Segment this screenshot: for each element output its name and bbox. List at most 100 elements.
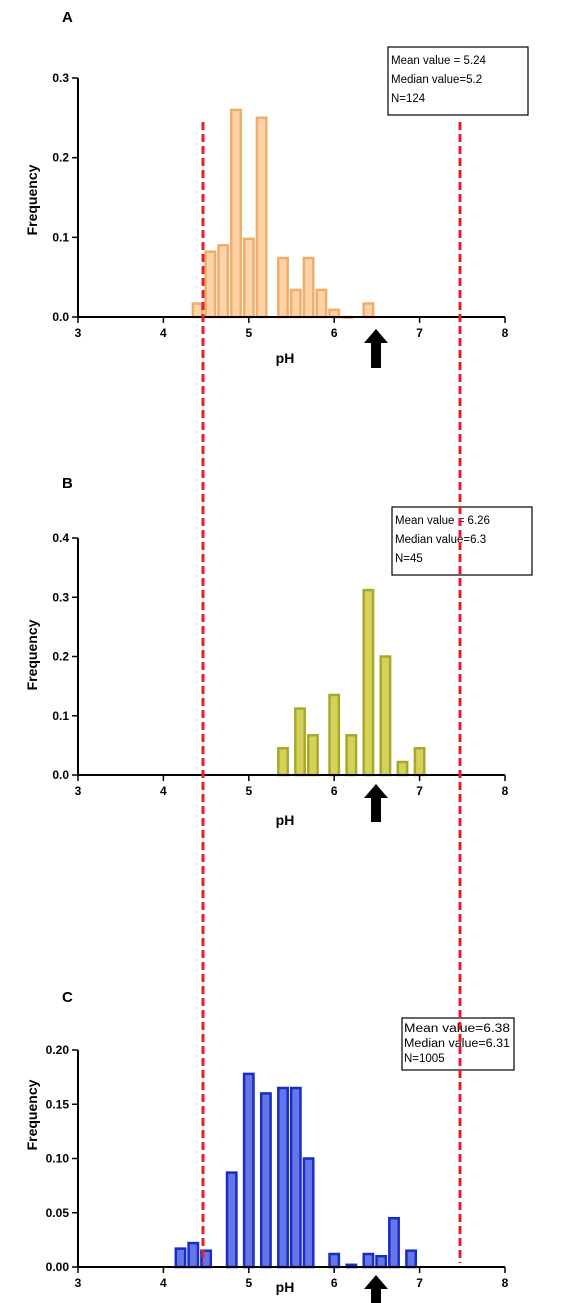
x-tick-label-a-2: 5 <box>245 326 252 340</box>
x-axis-title-a: pH <box>276 350 295 366</box>
y-tick-label-b-2: 0.2 <box>52 650 69 664</box>
y-tick-label-b-3: 0.3 <box>52 590 69 604</box>
stats-box-b: Mean value = 6.26 Median value=6.3 N=45 <box>391 506 533 576</box>
bar-b-8 <box>413 747 426 777</box>
bar-b-6 <box>379 655 392 777</box>
bar-c-12 <box>375 1254 388 1269</box>
bar-c-13 <box>388 1216 400 1269</box>
x-tick-label-c-0: 3 <box>75 1276 82 1290</box>
y-tick-label-b-0: 0.0 <box>52 768 69 782</box>
bar-c-11 <box>362 1252 375 1269</box>
x-ticks-a: 3 4 5 6 7 8 <box>75 317 509 340</box>
stat-median-c: Median value=6.31 <box>404 1038 510 1050</box>
y-ticks-b: 0.0 0.1 0.2 0.3 0.4 <box>52 531 78 782</box>
x-axis-title-b: pH <box>276 812 295 828</box>
x-tick-label-c-4: 7 <box>416 1276 423 1290</box>
bar-c-7 <box>289 1086 302 1269</box>
bar-a-5 <box>255 116 268 319</box>
y-tick-label-a-2: 0.2 <box>52 151 69 165</box>
stat-mean-b: Mean value = 6.26 <box>395 515 490 527</box>
panel-letter-a: A <box>62 9 73 26</box>
bar-b-2 <box>306 734 319 777</box>
x-tick-label-b-2: 5 <box>245 784 252 798</box>
bar-c-1 <box>187 1241 200 1269</box>
bar-c-5 <box>259 1092 272 1269</box>
y-axis-title-c: Frequency <box>24 1079 40 1150</box>
stat-n-b: N=45 <box>395 553 423 565</box>
y-tick-label-a-1: 0.1 <box>52 230 69 244</box>
stat-n-a: N=124 <box>391 93 426 105</box>
bar-a-7 <box>289 288 302 319</box>
stats-box-a: Mean value = 5.24 Median value=5.2 N=124 <box>387 46 529 116</box>
panel-letter-c: C <box>62 989 73 1006</box>
bar-a-12 <box>362 302 375 319</box>
x-tick-label-c-2: 5 <box>245 1276 252 1290</box>
bar-c-3 <box>225 1171 238 1269</box>
bar-b-5 <box>362 588 375 777</box>
stat-mean-c: Mean value=6.38 <box>404 1023 510 1035</box>
bar-c-9 <box>328 1252 341 1269</box>
panel-a: A Frequency pH 3 4 5 6 7 8 0.0 0.1 0.2 0.3 Mean … <box>24 9 529 368</box>
x-tick-label-a-4: 7 <box>416 326 423 340</box>
y-tick-label-a-0: 0.0 <box>52 310 69 324</box>
y-tick-label-c-0: 0.00 <box>46 1260 70 1274</box>
x-ticks-c: 3 4 5 6 7 8 <box>75 1267 509 1290</box>
bar-a-9 <box>315 288 328 319</box>
x-tick-label-a-1: 4 <box>160 326 167 340</box>
arrow-icon-a <box>364 329 388 368</box>
bar-b-4 <box>345 734 358 777</box>
x-tick-label-a-5: 8 <box>502 326 509 340</box>
bar-b-1 <box>294 707 306 777</box>
bar-a-4 <box>242 237 255 319</box>
x-ticks-b: 3 4 5 6 7 8 <box>75 775 509 798</box>
x-tick-label-b-4: 7 <box>416 784 423 798</box>
bars-c <box>174 1072 418 1269</box>
arrow-icon-c <box>364 1275 388 1303</box>
bars-b <box>277 588 426 777</box>
x-tick-label-b-3: 6 <box>331 784 338 798</box>
bar-a-8 <box>302 256 315 319</box>
y-axis-title-b: Frequency <box>24 619 40 690</box>
bar-a-6 <box>277 256 289 319</box>
x-tick-label-b-5: 8 <box>502 784 509 798</box>
bar-a-1 <box>204 250 217 319</box>
bar-a-0 <box>191 302 204 319</box>
stat-median-a: Median value=5.2 <box>391 74 482 86</box>
bar-c-6 <box>277 1086 289 1269</box>
bar-b-0 <box>277 747 289 777</box>
x-tick-label-c-1: 4 <box>160 1276 167 1290</box>
stat-mean-a: Mean value = 5.24 <box>391 55 487 67</box>
stat-n-c: N=1005 <box>404 1053 445 1065</box>
bar-a-2 <box>217 244 230 319</box>
bar-c-4 <box>242 1072 255 1269</box>
panel-b: B Frequency pH 3 4 5 6 7 8 0.0 0.1 0.2 0.3 0.4 Me… <box>24 475 533 828</box>
x-tick-label-b-1: 4 <box>160 784 167 798</box>
bar-b-7 <box>396 760 409 777</box>
x-tick-label-a-0: 3 <box>75 326 82 340</box>
bar-c-8 <box>302 1157 315 1269</box>
x-tick-label-a-3: 6 <box>331 326 338 340</box>
x-tick-label-c-3: 6 <box>331 1276 338 1290</box>
panel-letter-b: B <box>62 475 73 492</box>
x-tick-label-b-0: 3 <box>75 784 82 798</box>
arrow-icon-b <box>364 784 388 822</box>
y-axis-title-a: Frequency <box>24 164 40 235</box>
bar-b-3 <box>328 693 341 777</box>
y-tick-label-b-4: 0.4 <box>52 531 69 545</box>
x-axis-title-c: pH <box>276 1279 295 1295</box>
bars-a <box>191 108 375 319</box>
y-tick-label-b-1: 0.1 <box>52 709 69 723</box>
y-tick-label-c-1: 0.05 <box>46 1206 70 1220</box>
y-tick-label-a-3: 0.3 <box>52 71 69 85</box>
y-ticks-a: 0.0 0.1 0.2 0.3 <box>52 71 78 324</box>
y-tick-label-c-2: 0.10 <box>46 1152 70 1166</box>
bar-a-3 <box>230 108 242 319</box>
stats-box-c: Mean value=6.38 Median value=6.31 N=1005 <box>401 1017 515 1071</box>
y-tick-label-c-3: 0.15 <box>46 1097 70 1111</box>
bar-a-10 <box>328 308 341 319</box>
x-tick-label-c-5: 8 <box>502 1276 509 1290</box>
stat-median-b: Median value=6.3 <box>395 534 486 546</box>
y-ticks-c: 0.00 0.05 0.10 0.15 0.20 <box>46 1043 78 1274</box>
